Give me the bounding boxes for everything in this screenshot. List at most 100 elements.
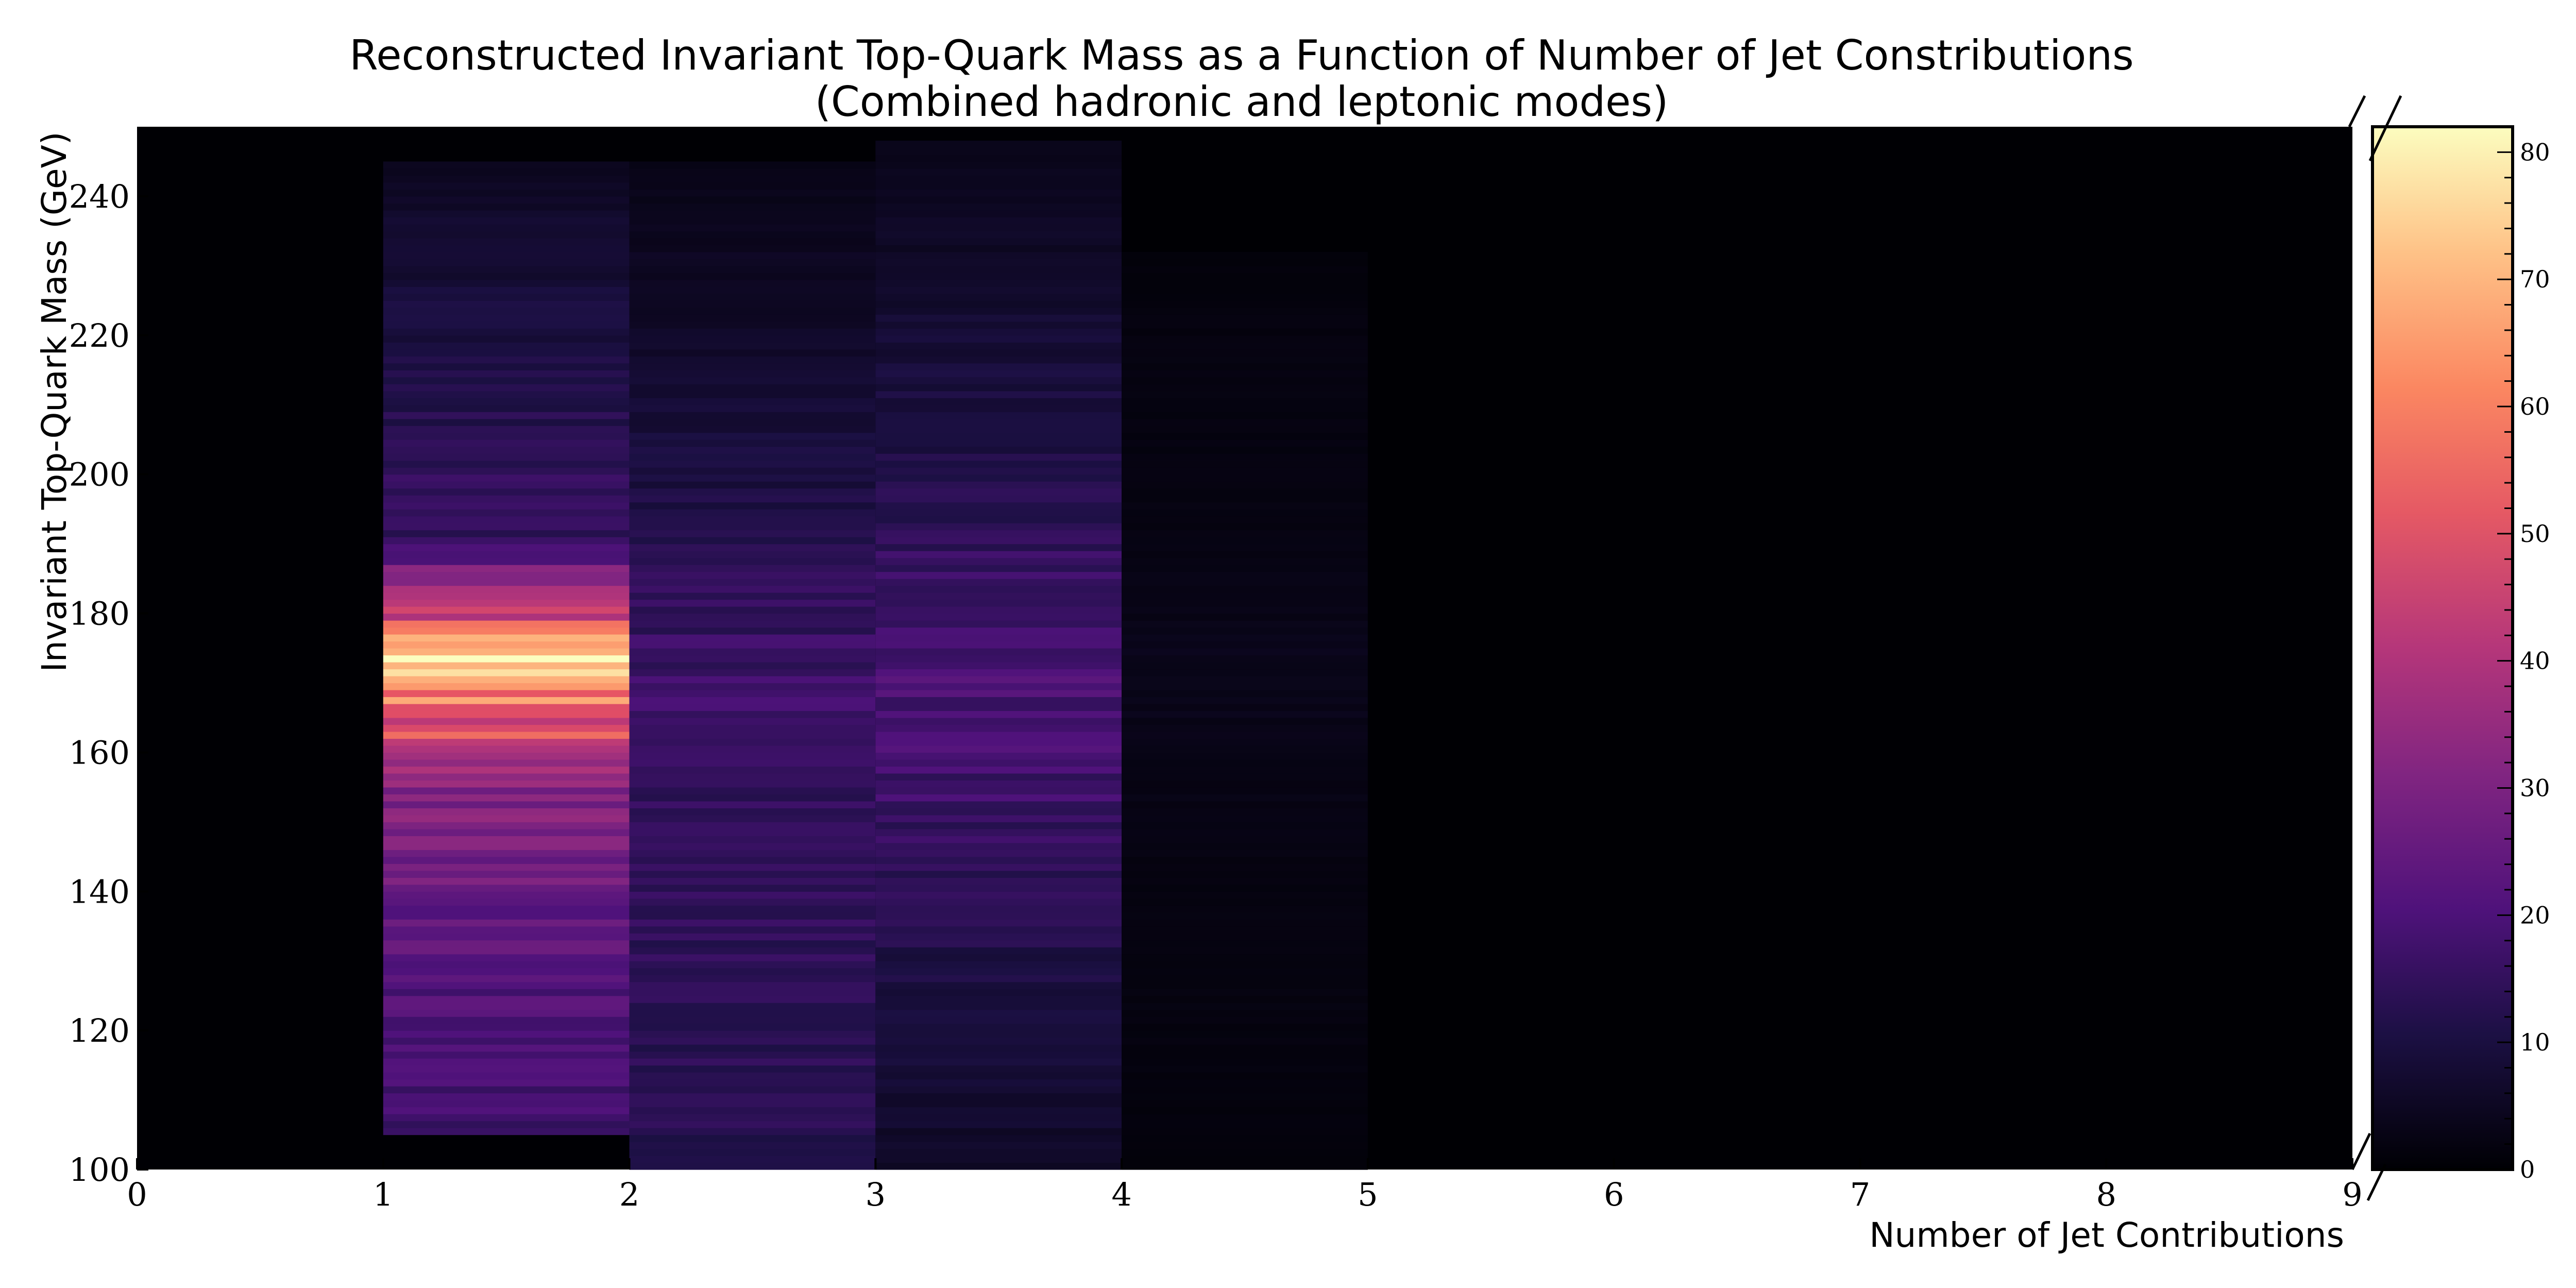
- heatmap-cell: [1122, 703, 1368, 711]
- x-tick-label: 0: [127, 1176, 147, 1213]
- heatmap-cell: [1122, 717, 1368, 725]
- heatmap-cell: [629, 370, 876, 378]
- heatmap-cell: [383, 669, 630, 676]
- heatmap-cell: [629, 1030, 876, 1038]
- heatmap-cell: [629, 1079, 876, 1087]
- heatmap-cell: [383, 251, 630, 259]
- heatmap-cell: [629, 356, 876, 364]
- heatmap-cell: [629, 300, 876, 308]
- heatmap-cell: [383, 474, 630, 482]
- heatmap-cell: [383, 592, 630, 600]
- heatmap-cell: [629, 592, 876, 600]
- heatmap-cell: [383, 293, 630, 301]
- heatmap-cell: [383, 1093, 630, 1100]
- heatmap-cell: [875, 189, 1122, 197]
- heatmap-cell: [875, 710, 1122, 718]
- heatmap-cell: [629, 703, 876, 711]
- heatmap-cell: [383, 940, 630, 947]
- heatmap-cell: [875, 321, 1122, 329]
- heatmap-cell: [629, 509, 876, 517]
- heatmap-cell: [1122, 780, 1368, 788]
- heatmap-cell: [875, 537, 1122, 545]
- heatmap-cell: [629, 968, 876, 975]
- heatmap-cell: [875, 898, 1122, 906]
- heatmap-cell: [383, 565, 630, 572]
- heatmap-cell: [629, 787, 876, 794]
- heatmap-cell: [383, 689, 630, 698]
- heatmap-cell: [629, 828, 876, 836]
- heatmap-cell: [629, 488, 876, 496]
- heatmap-cell: [383, 370, 630, 378]
- heatmap-cell: [383, 551, 630, 558]
- heatmap-cell: [383, 328, 630, 336]
- heatmap-cell: [629, 919, 876, 927]
- heatmap-cell: [1122, 808, 1368, 816]
- heatmap-cell: [1122, 585, 1368, 593]
- heatmap-cell: [629, 571, 876, 579]
- heatmap-cell: [1122, 828, 1368, 836]
- heatmap-cell: [383, 530, 630, 537]
- y-tick-label: 220: [69, 317, 130, 354]
- heatmap-cell: [383, 697, 630, 704]
- heatmap-cell: [875, 460, 1122, 468]
- heatmap-cell: [875, 245, 1122, 252]
- heatmap-cell: [629, 210, 876, 218]
- heatmap-cell: [629, 689, 876, 698]
- heatmap-cell: [629, 217, 876, 225]
- heatmap-cell: [1122, 613, 1368, 621]
- heatmap-cell: [629, 870, 876, 878]
- heatmap-cell: [383, 579, 630, 586]
- heatmap-cell: [1122, 731, 1368, 739]
- heatmap-cell: [629, 314, 876, 322]
- y-axis-label: Invariant Top-Quark Mass (GeV): [35, 131, 74, 672]
- heatmap-cell: [383, 1044, 630, 1052]
- heatmap-cell: [875, 905, 1122, 913]
- heatmap-cell: [383, 259, 630, 266]
- heatmap-cell: [629, 557, 876, 565]
- heatmap-cell: [383, 439, 630, 447]
- heatmap-cell: [875, 530, 1122, 537]
- heatmap-cell: [629, 196, 876, 204]
- heatmap-cell: [1122, 1009, 1368, 1017]
- heatmap-cell: [629, 349, 876, 357]
- heatmap-cell: [875, 773, 1122, 781]
- heatmap-cell: [1122, 912, 1368, 920]
- heatmap-cell: [383, 523, 630, 531]
- heatmap-cell: [1122, 1114, 1368, 1122]
- heatmap-cell: [1122, 1128, 1368, 1136]
- heatmap-cell: [629, 1156, 876, 1163]
- heatmap-cell: [629, 579, 876, 586]
- heatmap-cell: [383, 759, 630, 767]
- heatmap-cell: [383, 989, 630, 996]
- heatmap-cell: [1122, 453, 1368, 461]
- heatmap-cell: [875, 1086, 1122, 1094]
- heatmap-cell: [383, 856, 630, 864]
- heatmap-cells: [383, 140, 1368, 1170]
- heatmap-cell: [1122, 300, 1368, 308]
- heatmap-cell: [1122, 940, 1368, 947]
- heatmap-cell: [1122, 495, 1368, 503]
- heatmap-cell: [1122, 474, 1368, 482]
- heatmap-cell: [875, 995, 1122, 1003]
- heatmap-cell: [1122, 460, 1368, 468]
- heatmap-cell: [383, 418, 630, 426]
- heatmap-cell: [629, 418, 876, 426]
- heatmap-cell: [1122, 891, 1368, 899]
- heatmap-cell: [383, 1003, 630, 1010]
- heatmap-cell: [875, 822, 1122, 829]
- heatmap-cell: [629, 683, 876, 690]
- heatmap-cell: [875, 1142, 1122, 1149]
- heatmap-cell: [383, 627, 630, 635]
- heatmap-cell: [383, 286, 630, 294]
- heatmap-cell: [875, 815, 1122, 822]
- colorbar: 0 10 20 30 40 50 60 70 80: [2348, 95, 2550, 1201]
- heatmap-cell: [629, 495, 876, 503]
- heatmap-cell: [383, 488, 630, 496]
- heatmap-cell: [383, 314, 630, 322]
- heatmap-cell: [629, 1148, 876, 1156]
- heatmap-cell: [629, 293, 876, 301]
- heatmap-cell: [383, 822, 630, 829]
- heatmap-cell: [875, 1044, 1122, 1052]
- heatmap-cell: [875, 279, 1122, 287]
